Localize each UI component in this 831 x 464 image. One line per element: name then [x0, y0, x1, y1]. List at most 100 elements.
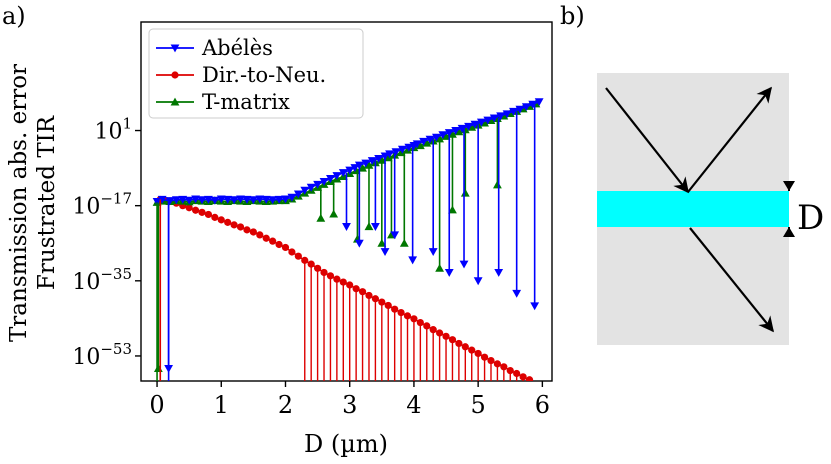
x-tick-label: 2	[278, 391, 293, 419]
data-point	[224, 218, 232, 226]
data-point	[326, 272, 335, 280]
data-point	[165, 197, 175, 206]
series-dip-marker	[370, 223, 380, 231]
data-point	[534, 98, 544, 107]
data-point	[435, 134, 445, 143]
data-point	[423, 322, 431, 330]
y-axis-label-line1: Transmission abs. error	[6, 64, 32, 342]
data-point	[489, 114, 499, 123]
data-point	[345, 166, 355, 175]
data-point	[339, 278, 347, 286]
data-point	[377, 155, 387, 164]
data-point	[416, 318, 424, 327]
data-point	[455, 339, 463, 348]
x-tick-label: 6	[535, 391, 550, 419]
data-point	[352, 285, 360, 293]
series-dip-marker	[377, 238, 387, 247]
series-dip-marker	[493, 180, 502, 189]
transmitted-ray	[689, 227, 774, 333]
series-dip-marker	[153, 364, 163, 372]
error-chart: 0 1 2 3 4 5 6 101 10−17 10−35 10−53 Transmission a…	[6, 21, 553, 458]
legend-marker	[170, 44, 180, 53]
y-tick-label: 10−53	[72, 340, 132, 370]
data-point	[464, 122, 473, 131]
data-point	[385, 150, 394, 159]
data-point	[521, 103, 531, 112]
data-point	[358, 163, 367, 172]
data-point	[365, 291, 373, 300]
data-point	[332, 172, 342, 181]
data-point	[350, 164, 360, 173]
y-tick-label: 101	[94, 115, 132, 145]
legend-box	[148, 28, 364, 119]
data-point	[461, 343, 469, 351]
data-point	[436, 329, 444, 337]
legend: Abélès Dir.-to-Neu. T-matrix	[148, 28, 364, 119]
data-point	[255, 195, 265, 204]
data-point	[519, 373, 527, 381]
data-point	[152, 197, 162, 206]
data-point	[262, 234, 270, 242]
data-point	[269, 237, 277, 245]
ftir-diagram: D	[597, 73, 824, 345]
series-dip-marker	[448, 205, 457, 214]
incident-ray	[605, 87, 689, 194]
series-dip-marker	[380, 248, 390, 256]
data-point	[378, 298, 386, 306]
data-point	[493, 360, 502, 368]
data-point	[448, 129, 457, 138]
data-point	[288, 248, 296, 256]
data-point	[391, 148, 401, 157]
data-point	[525, 376, 534, 381]
x-axis-label: D (µm)	[304, 430, 388, 458]
data-point	[313, 180, 323, 189]
data-point	[515, 105, 525, 114]
data-point	[457, 124, 467, 133]
data-point	[351, 166, 361, 175]
data-point	[454, 127, 464, 136]
series-dip-marker	[460, 188, 470, 197]
series-dip-marker	[459, 260, 469, 269]
data-point	[178, 195, 188, 204]
data-point	[374, 154, 384, 163]
data-point	[412, 140, 422, 149]
series-layer	[152, 98, 544, 381]
data-point	[432, 133, 441, 142]
data-point	[487, 356, 495, 365]
reflected-ray	[687, 86, 772, 193]
data-point	[157, 195, 167, 204]
data-point	[460, 125, 470, 134]
series-dip-marker	[316, 213, 326, 222]
data-point	[354, 161, 364, 170]
data-point	[502, 110, 512, 119]
data-point	[364, 160, 374, 169]
data-point	[397, 308, 405, 317]
data-point	[480, 353, 489, 361]
data-point	[403, 145, 412, 154]
series-dip-marker	[390, 231, 400, 240]
data-point	[415, 141, 425, 150]
data-point	[500, 363, 508, 371]
data-point	[438, 131, 448, 140]
data-point	[442, 332, 450, 340]
data-point	[468, 346, 476, 354]
x-tick-label: 5	[471, 391, 486, 419]
data-point	[476, 118, 486, 127]
data-point	[287, 193, 297, 202]
data-point	[441, 131, 451, 140]
legend-marker	[170, 97, 180, 106]
gap-label: D	[797, 198, 824, 238]
data-point	[230, 221, 238, 229]
data-point	[333, 275, 341, 283]
gap-arrowhead-top	[783, 181, 795, 191]
data-point	[210, 196, 220, 205]
data-point	[506, 366, 514, 375]
data-point	[380, 152, 390, 161]
data-point	[474, 349, 482, 358]
legend-label-dtn: Dir.-to-Neu.	[202, 63, 326, 87]
data-point	[419, 137, 428, 146]
data-point	[410, 315, 418, 323]
data-point	[314, 264, 322, 272]
data-point	[496, 112, 506, 121]
